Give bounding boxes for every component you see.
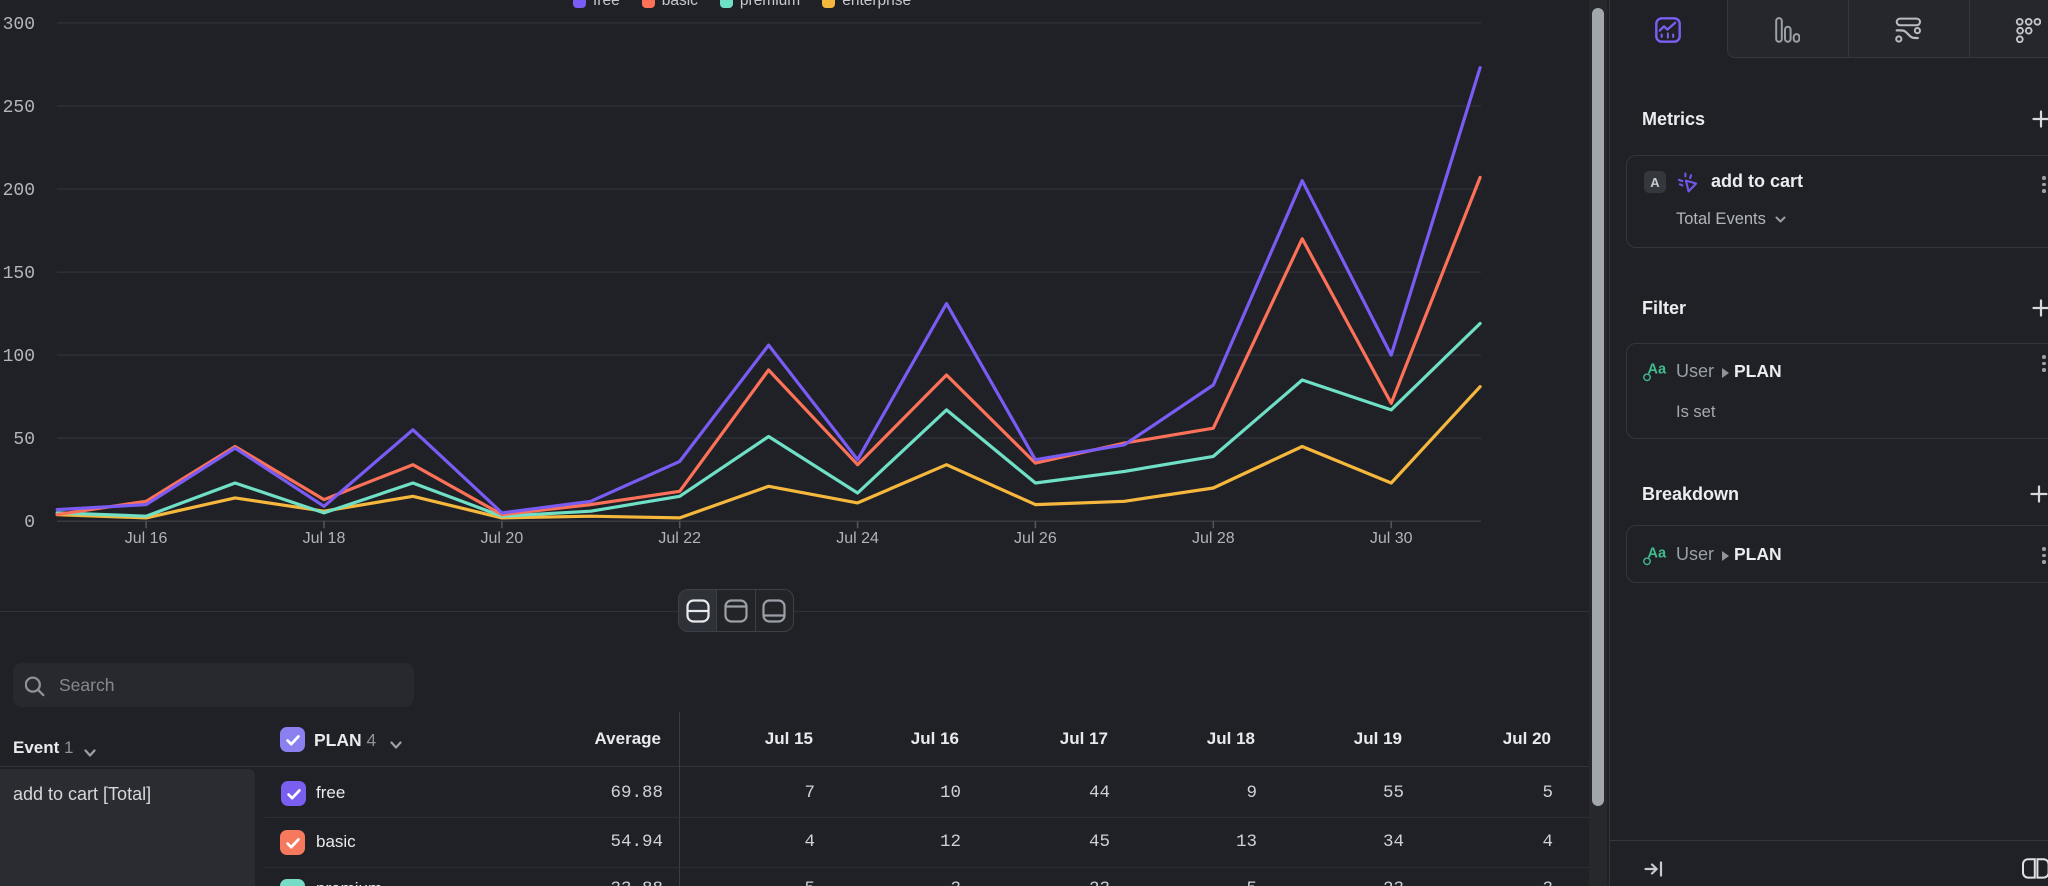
svg-text:Aa: Aa xyxy=(1648,545,1667,561)
svg-text:Aa: Aa xyxy=(1648,361,1667,377)
